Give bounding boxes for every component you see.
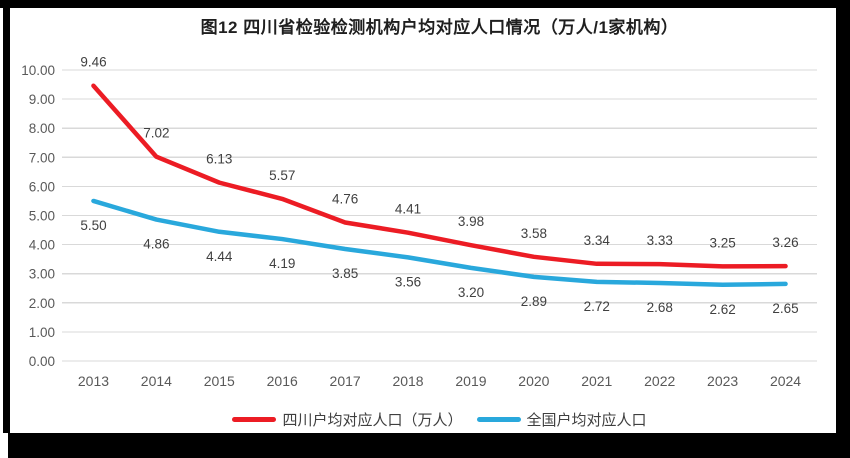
data-label-series-0: 6.13 — [206, 152, 232, 167]
x-axis-label: 2015 — [204, 373, 235, 389]
data-label-series-0: 3.34 — [584, 233, 611, 248]
data-label-series-1: 3.56 — [395, 274, 421, 289]
data-label-series-0: 3.33 — [647, 233, 673, 248]
data-label-series-1: 5.50 — [80, 218, 106, 233]
x-axis-label: 2016 — [267, 373, 298, 389]
data-label-series-1: 3.20 — [458, 285, 484, 300]
x-axis-label: 2020 — [518, 373, 549, 389]
x-axis-label: 2022 — [644, 373, 675, 389]
y-tick-label: 9.00 — [29, 92, 55, 107]
x-axis-label: 2018 — [392, 373, 423, 389]
data-label-series-1: 2.62 — [709, 302, 735, 317]
data-label-series-0: 5.57 — [269, 168, 295, 183]
data-label-series-1: 2.65 — [772, 301, 798, 316]
data-label-series-0: 4.76 — [332, 191, 358, 206]
data-label-series-1: 4.19 — [269, 256, 295, 271]
x-axis-label: 2021 — [581, 373, 612, 389]
y-tick-label: 2.00 — [29, 296, 55, 311]
data-label-series-0: 3.25 — [709, 235, 735, 250]
chart-title: 图12 四川省检验检测机构户均对应人口情况（万人/1家机构） — [200, 18, 679, 37]
x-axis-label: 2017 — [330, 373, 361, 389]
legend-label-national: 全国户均对应人口 — [526, 411, 647, 429]
legend-line-sichuan-icon — [232, 416, 277, 422]
frame-bottom-border — [8, 433, 850, 458]
data-label-series-1: 2.89 — [521, 294, 547, 309]
series-line-0 — [91, 83, 788, 269]
legend-item-sichuan: 四川户均对应人口（万人） — [232, 409, 463, 430]
x-axis-label: 2024 — [770, 373, 801, 389]
y-tick-label: 1.00 — [29, 325, 55, 340]
frame-top-border — [0, 0, 850, 8]
legend-label-sichuan: 四川户均对应人口（万人） — [282, 411, 463, 429]
data-label-series-0: 3.26 — [772, 235, 798, 250]
legend: 四川户均对应人口（万人） 全国户均对应人口 — [62, 405, 817, 433]
data-label-series-1: 2.72 — [584, 299, 610, 314]
data-label-series-1: 2.68 — [647, 300, 673, 315]
y-tick-label: 8.00 — [29, 121, 55, 136]
y-tick-label: 6.00 — [29, 179, 55, 194]
y-tick-label: 0.00 — [29, 354, 55, 369]
data-label-series-0: 7.02 — [143, 126, 169, 141]
frame-left-border — [3, 8, 10, 433]
data-label-series-0: 3.98 — [458, 214, 484, 229]
x-axis-label: 2023 — [707, 373, 738, 389]
x-axis-label: 2013 — [78, 373, 109, 389]
y-tick-label: 5.00 — [29, 209, 55, 224]
x-axis-label: 2019 — [455, 373, 486, 389]
data-label-series-1: 4.44 — [206, 249, 233, 264]
legend-line-national-icon — [476, 416, 521, 422]
data-label-series-1: 4.86 — [143, 237, 169, 252]
y-tick-label: 3.00 — [29, 267, 55, 282]
data-label-series-1: 3.85 — [332, 266, 358, 281]
x-axis-label: 2014 — [141, 373, 172, 389]
y-tick-label: 4.00 — [29, 238, 55, 253]
y-tick-label: 7.00 — [29, 150, 55, 165]
y-tick-label: 10.00 — [21, 63, 55, 78]
data-label-series-0: 9.46 — [80, 55, 106, 70]
legend-item-national: 全国户均对应人口 — [476, 409, 647, 430]
data-label-series-0: 3.58 — [521, 226, 547, 241]
data-label-series-0: 4.41 — [395, 202, 421, 217]
frame-right-border — [836, 0, 850, 458]
series-line-1 — [91, 198, 788, 288]
